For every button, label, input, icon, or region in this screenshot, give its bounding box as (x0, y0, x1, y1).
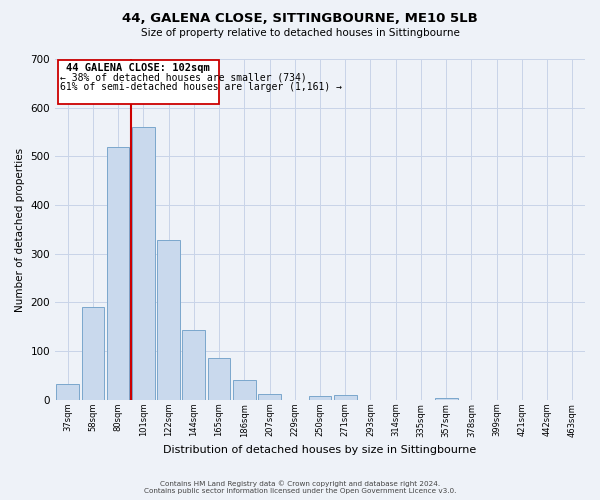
Bar (208, 358, 230, 400)
Text: 44 GALENA CLOSE: 102sqm: 44 GALENA CLOSE: 102sqm (67, 63, 210, 73)
Bar (233, 380, 256, 400)
Bar (132, 127, 155, 400)
Text: Size of property relative to detached houses in Sittingbourne: Size of property relative to detached ho… (140, 28, 460, 38)
FancyBboxPatch shape (58, 60, 219, 104)
Bar (435, 398, 458, 400)
Bar (82, 308, 104, 400)
Bar (334, 395, 356, 400)
Text: 44, GALENA CLOSE, SITTINGBOURNE, ME10 5LB: 44, GALENA CLOSE, SITTINGBOURNE, ME10 5L… (122, 12, 478, 26)
Bar (56, 384, 79, 400)
Bar (308, 396, 331, 400)
Bar (258, 394, 281, 400)
Text: Contains HM Land Registry data © Crown copyright and database right 2024.
Contai: Contains HM Land Registry data © Crown c… (144, 480, 456, 494)
Bar (182, 330, 205, 400)
Bar (107, 146, 130, 400)
Text: ← 38% of detached houses are smaller (734): ← 38% of detached houses are smaller (73… (60, 72, 307, 83)
Bar (157, 240, 180, 400)
X-axis label: Distribution of detached houses by size in Sittingbourne: Distribution of detached houses by size … (163, 445, 476, 455)
Text: 61% of semi-detached houses are larger (1,161) →: 61% of semi-detached houses are larger (… (60, 82, 342, 92)
Y-axis label: Number of detached properties: Number of detached properties (15, 148, 25, 312)
